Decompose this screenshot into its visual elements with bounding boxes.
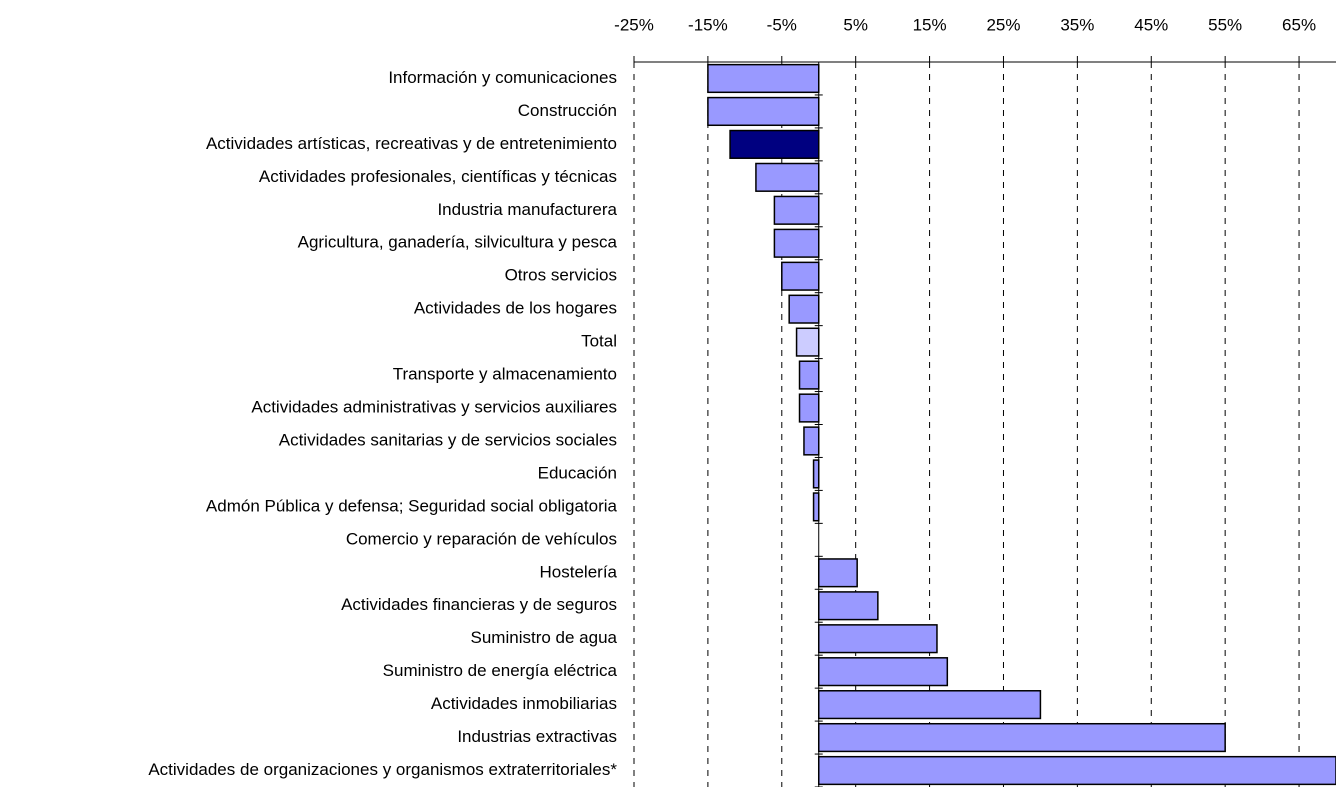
y-tick-label: Actividades sanitarias y de servicios so… — [279, 430, 617, 449]
y-tick-label: Construcción — [518, 101, 617, 120]
bar — [817, 591, 879, 621]
bar — [817, 558, 858, 588]
y-tick-label: Comercio y reparación de vehículos — [346, 529, 617, 548]
bar — [773, 228, 820, 258]
y-tick-label: Actividades profesionales, científicas y… — [259, 167, 617, 186]
x-tick-label: 65% — [1282, 15, 1316, 34]
y-tick-label: Total — [581, 332, 617, 351]
y-tick-label: Hostelería — [540, 562, 618, 581]
x-tick-label: -25% — [614, 15, 654, 34]
y-tick-label: Actividades administrativas y servicios … — [251, 398, 617, 417]
x-tick-label: 15% — [913, 15, 947, 34]
bar — [798, 360, 820, 390]
y-tick-label: Información y comunicaciones — [388, 68, 617, 87]
bar — [781, 261, 820, 291]
bar — [812, 492, 820, 522]
y-tick-label: Industria manufacturera — [437, 200, 617, 219]
y-tick-label: Actividades artísticas, recreativas y de… — [206, 134, 617, 153]
bar — [798, 393, 820, 423]
y-tick-label: Actividades de los hogares — [414, 299, 617, 318]
x-tick-label: -15% — [688, 15, 728, 34]
y-tick-label: Actividades de organizaciones y organism… — [148, 760, 617, 779]
x-tick-label: 45% — [1134, 15, 1168, 34]
y-tick-label: Otros servicios — [505, 266, 617, 285]
bar — [803, 426, 820, 456]
bar — [817, 722, 1226, 753]
x-tick-label: -5% — [767, 15, 797, 34]
bar — [817, 755, 1336, 786]
y-tick-label: Industrias extractivas — [457, 727, 617, 746]
y-tick-label: Agricultura, ganadería, silvicultura y p… — [298, 233, 618, 252]
bar — [812, 459, 820, 489]
bar — [773, 195, 820, 225]
y-tick-label: Actividades financieras y de seguros — [341, 595, 617, 614]
y-tick-label: Admón Pública y defensa; Seguridad socia… — [206, 496, 618, 515]
bar — [795, 327, 820, 357]
bar — [788, 294, 820, 324]
bar — [707, 96, 820, 127]
bar — [729, 129, 820, 159]
y-tick-label: Transporte y almacenamiento — [393, 365, 617, 384]
y-tick-label: Actividades inmobiliarias — [431, 694, 617, 713]
bar — [817, 624, 938, 654]
x-tick-label: 5% — [843, 15, 868, 34]
y-tick-label: Suministro de energía eléctrica — [383, 661, 618, 680]
bar — [755, 162, 820, 192]
x-tick-label: 35% — [1060, 15, 1094, 34]
bar — [817, 690, 1042, 720]
y-tick-label: Suministro de agua — [471, 628, 618, 647]
bar — [707, 63, 820, 94]
bar — [817, 657, 949, 687]
x-tick-label: 25% — [986, 15, 1020, 34]
y-tick-label: Educación — [538, 463, 617, 482]
x-tick-label: 55% — [1208, 15, 1242, 34]
